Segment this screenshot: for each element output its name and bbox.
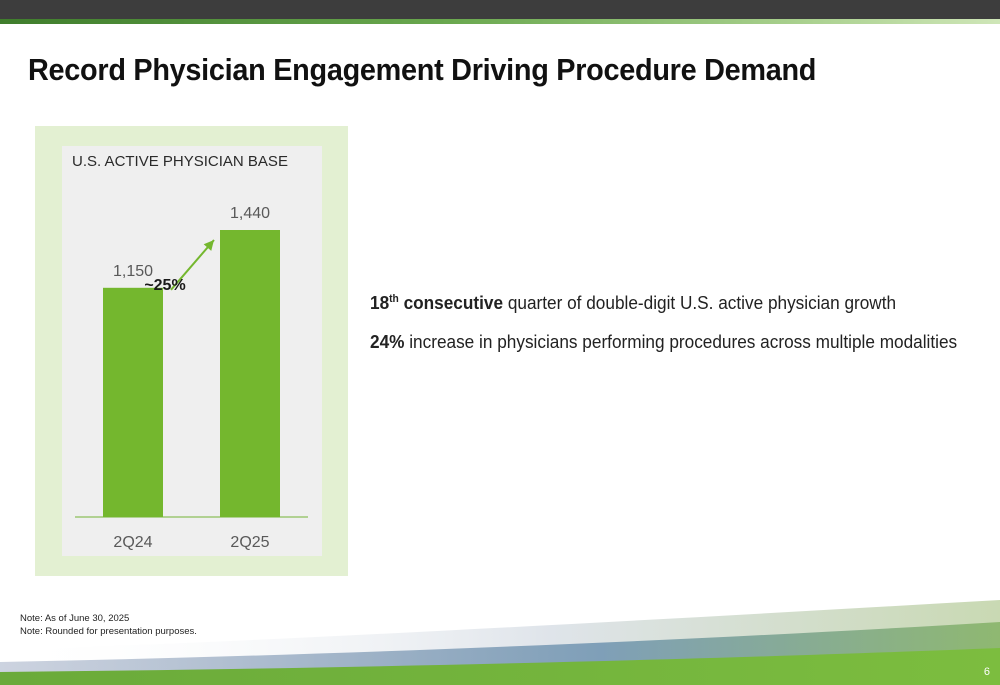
header-bar <box>0 0 1000 19</box>
bullet-growth-streak-suffix: th <box>389 292 399 305</box>
category-label-2q25: 2Q25 <box>230 534 269 551</box>
footnote-rounding: Note: Rounded for presentation purposes. <box>20 626 197 637</box>
bullet-procedure-increase: 24% increase in physicians performing pr… <box>370 331 957 353</box>
value-label-2q25: 1,440 <box>230 205 270 222</box>
physician-base-chart: U.S. ACTIVE PHYSICIAN BASE 1,150 2Q24 1,440… <box>72 153 308 551</box>
footnote-date: Note: As of June 30, 2025 <box>20 613 130 624</box>
footer-swoosh <box>0 600 1000 685</box>
bullet-procedure-increase-bold: 24% <box>370 331 405 352</box>
header-stripe <box>0 19 1000 24</box>
growth-arrow-line <box>170 239 215 291</box>
category-label-2q24: 2Q24 <box>113 534 152 551</box>
bullet-growth-streak: 18th consecutive quarter of double-digit… <box>370 292 947 314</box>
growth-arrow-head <box>203 240 214 251</box>
bullet-growth-streak-text: quarter of double-digit U.S. active phys… <box>503 292 897 313</box>
bullet-growth-streak-number: 18 <box>370 292 390 313</box>
bullet-procedure-increase-text: increase in physicians performing proced… <box>404 331 958 352</box>
chart-title: U.S. ACTIVE PHYSICIAN BASE <box>72 153 288 170</box>
key-points: 18th consecutive quarter of double-digit… <box>370 292 990 370</box>
value-label-2q24: 1,150 <box>113 263 153 280</box>
page-title: Record Physician Engagement Driving Proc… <box>28 52 817 87</box>
page-number: 6 <box>983 666 990 678</box>
bar-2q25 <box>220 230 280 517</box>
growth-annotation: ~25% <box>144 277 185 294</box>
footnotes: Note: As of June 30, 2025 Note: Rounded … <box>20 612 197 638</box>
bar-2q24 <box>103 287 163 517</box>
bullet-growth-streak-bold: consecutive <box>398 292 504 313</box>
